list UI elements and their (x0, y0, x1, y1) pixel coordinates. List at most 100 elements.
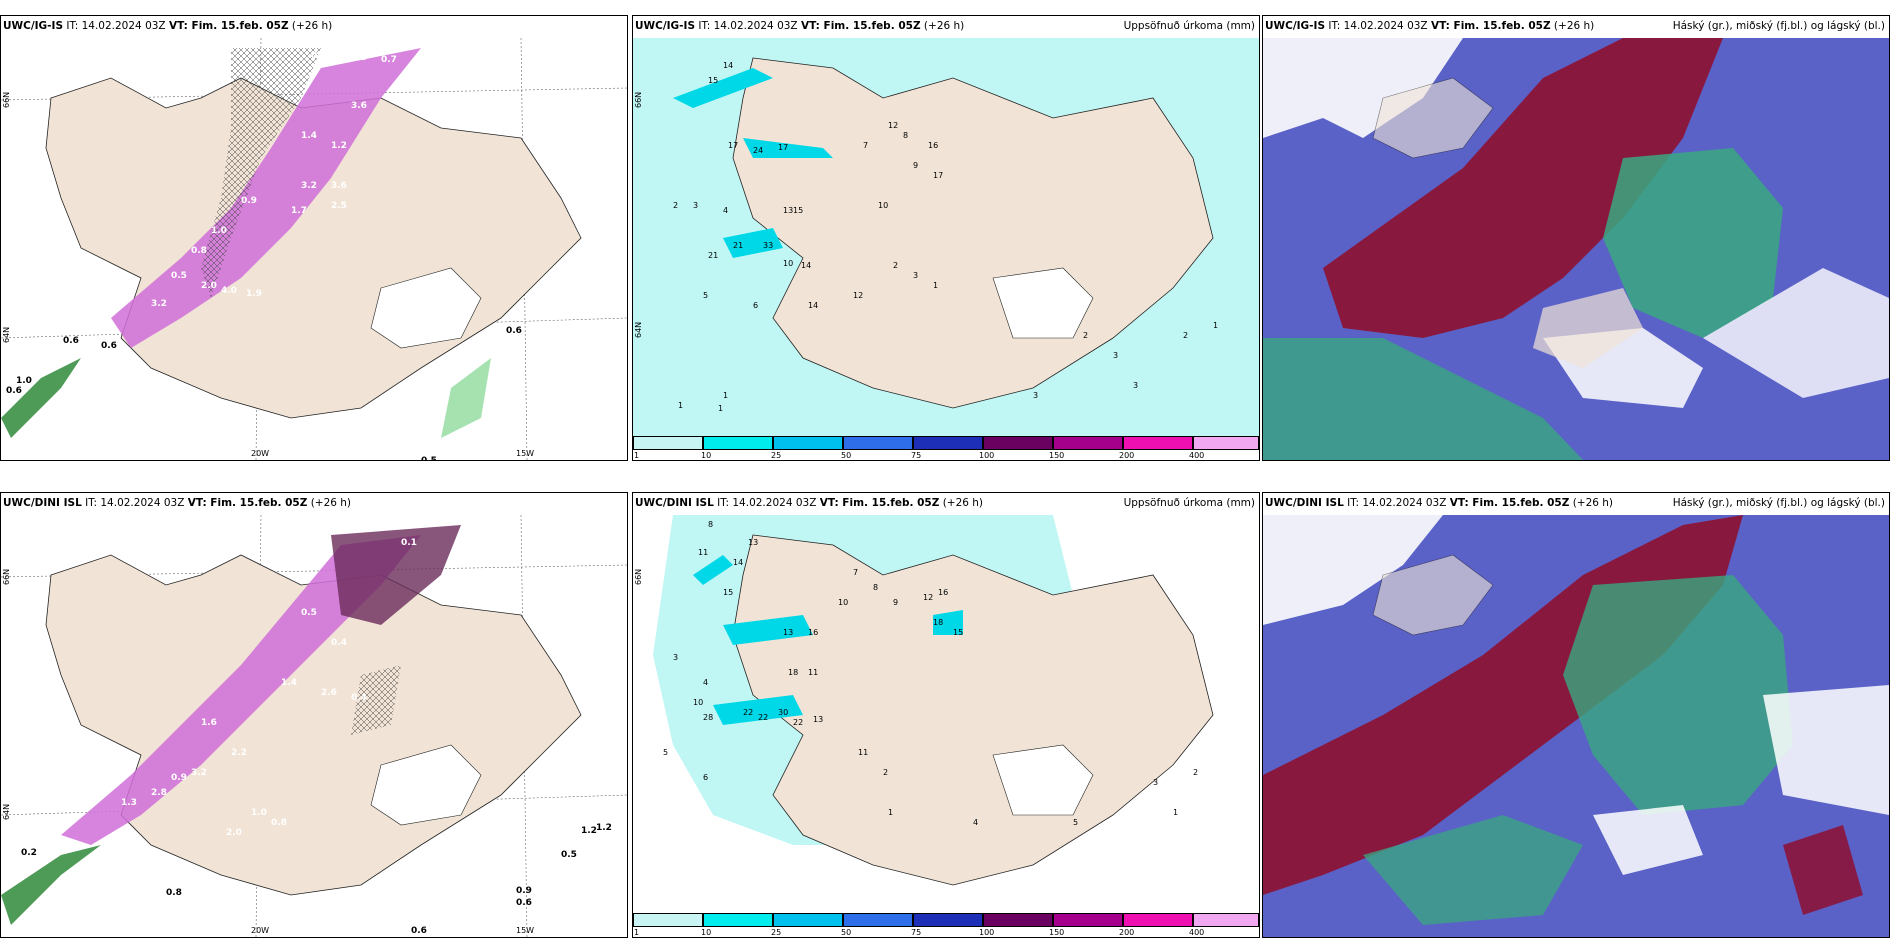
svg-text:2.8: 2.8 (151, 788, 167, 798)
model-name: UWC/DINI ISL (3, 497, 82, 509)
svg-text:0.6: 0.6 (411, 926, 427, 936)
colorbar-segment (913, 436, 983, 450)
map-panel-accum-precip-igis: UWC/IG-IS IT: 14.02.2024 03Z VT: Fim. 15… (632, 15, 1260, 461)
svg-text:10: 10 (838, 598, 848, 607)
colorbar-segment (1123, 913, 1193, 927)
colorbar-tick: 25 (771, 451, 782, 460)
svg-text:1.9: 1.9 (246, 289, 262, 299)
model-name: UWC/IG-IS (635, 20, 696, 32)
svg-text:3.6: 3.6 (351, 101, 367, 111)
svg-text:16: 16 (938, 588, 948, 597)
svg-text:3.2: 3.2 (151, 299, 167, 309)
svg-text:3: 3 (673, 653, 678, 662)
iceland-land (1372, 554, 1494, 636)
green-precip (1, 358, 81, 438)
clear-sky (1593, 805, 1703, 875)
svg-text:13: 13 (813, 715, 823, 724)
colorbar-segment (773, 913, 843, 927)
svg-text:11: 11 (698, 548, 708, 557)
lead-time: (+26 h) (942, 497, 984, 509)
precip-band (61, 535, 421, 845)
svg-text:2.5: 2.5 (331, 201, 347, 211)
svg-text:15: 15 (793, 206, 803, 215)
mid-cloud (1323, 38, 1723, 338)
panel-header: UWC/IG-IS IT: 14.02.2024 03Z VT: Fim. 15… (635, 20, 1255, 36)
svg-text:1: 1 (888, 808, 893, 817)
svg-text:8: 8 (708, 520, 713, 529)
svg-text:18: 18 (788, 668, 798, 677)
svg-text:1.3: 1.3 (121, 798, 137, 808)
colorbar-segment (703, 436, 773, 450)
glacier (992, 744, 1094, 816)
svg-text:3: 3 (1133, 381, 1138, 390)
svg-text:21: 21 (708, 251, 718, 260)
it-label: IT: (66, 20, 79, 32)
colorbar-tick: 100 (979, 451, 995, 460)
svg-text:1.4: 1.4 (301, 131, 317, 141)
colorbar-tick: 100 (979, 928, 995, 937)
it-value: 14.02.2024 03Z (713, 20, 798, 32)
map-canvas (1263, 515, 1889, 937)
svg-text:12: 12 (923, 593, 933, 602)
svg-text:28: 28 (703, 713, 713, 722)
colorbar-tick: 150 (1049, 928, 1065, 937)
svg-text:1.7: 1.7 (291, 206, 307, 216)
vt-label: VT: Fim. 15.feb. 05Z (800, 20, 921, 32)
svg-text:22: 22 (793, 718, 803, 727)
svg-text:3: 3 (1113, 351, 1118, 360)
lead-time: (+26 h) (291, 20, 333, 32)
lat-label-66n: 66N (634, 569, 643, 585)
svg-text:1.0: 1.0 (211, 226, 227, 236)
svg-text:15: 15 (953, 628, 963, 637)
colorbar-segment (703, 913, 773, 927)
svg-text:0.6: 0.6 (6, 386, 22, 396)
svg-text:2.0: 2.0 (201, 281, 217, 291)
svg-text:1.4: 1.4 (281, 678, 297, 688)
lon-label-15w: 15W (516, 449, 534, 458)
svg-text:30: 30 (778, 708, 788, 717)
svg-text:16: 16 (928, 141, 938, 150)
svg-text:17: 17 (933, 171, 943, 180)
svg-text:0.9: 0.9 (241, 196, 257, 206)
lead-time: (+26 h) (1553, 20, 1595, 32)
svg-text:10: 10 (783, 259, 793, 268)
vt-label: VT: Fim. 15.feb. 05Z (168, 20, 289, 32)
map-canvas (1263, 38, 1889, 460)
map-panel-cloud-cover-igis: UWC/IG-IS IT: 14.02.2024 03Z VT: Fim. 15… (1262, 15, 1890, 461)
svg-text:13: 13 (783, 628, 793, 637)
svg-text:2: 2 (1183, 331, 1188, 340)
svg-text:33: 33 (763, 241, 773, 250)
vt-label: VT: Fim. 15.feb. 05Z (1449, 497, 1570, 509)
svg-text:4: 4 (973, 818, 978, 827)
svg-text:0.5: 0.5 (561, 850, 577, 860)
colorbar-tick: 10 (701, 451, 712, 460)
svg-text:17: 17 (778, 143, 788, 152)
glacier (370, 267, 482, 349)
lon-label-15w: 15W (516, 926, 534, 935)
svg-text:3.2: 3.2 (301, 181, 317, 191)
value-labels: 0.10.50.4 2.61.40.4 1.62.23.2 0.92.81.3 … (121, 538, 417, 838)
svg-text:12: 12 (888, 121, 898, 130)
svg-text:0.5: 0.5 (301, 608, 317, 618)
svg-text:1: 1 (1173, 808, 1178, 817)
colorbar-segment (633, 913, 703, 927)
it-label: IT: (85, 497, 98, 509)
svg-text:3: 3 (693, 201, 698, 210)
svg-text:15: 15 (723, 588, 733, 597)
panel-title: Háský (gr.), miðský (fj.bl.) og lágský (… (1672, 497, 1885, 509)
svg-text:0.8: 0.8 (166, 888, 182, 898)
svg-text:14: 14 (808, 301, 818, 310)
svg-text:0.5: 0.5 (171, 271, 187, 281)
svg-text:0.4: 0.4 (331, 638, 347, 648)
colorbar-tick: 1 (634, 928, 640, 937)
svg-text:7: 7 (863, 141, 868, 150)
svg-text:5: 5 (1073, 818, 1078, 827)
precip-intense (693, 555, 733, 585)
colorbar-segment (843, 436, 913, 450)
it-value: 14.02.2024 03Z (732, 497, 817, 509)
model-name: UWC/IG-IS (3, 20, 64, 32)
value-labels: 0.4 0.5 0.7 3.61.41.2 3.22.53.6 1.70.91.0 … (151, 51, 397, 309)
svg-text:1: 1 (678, 401, 683, 410)
